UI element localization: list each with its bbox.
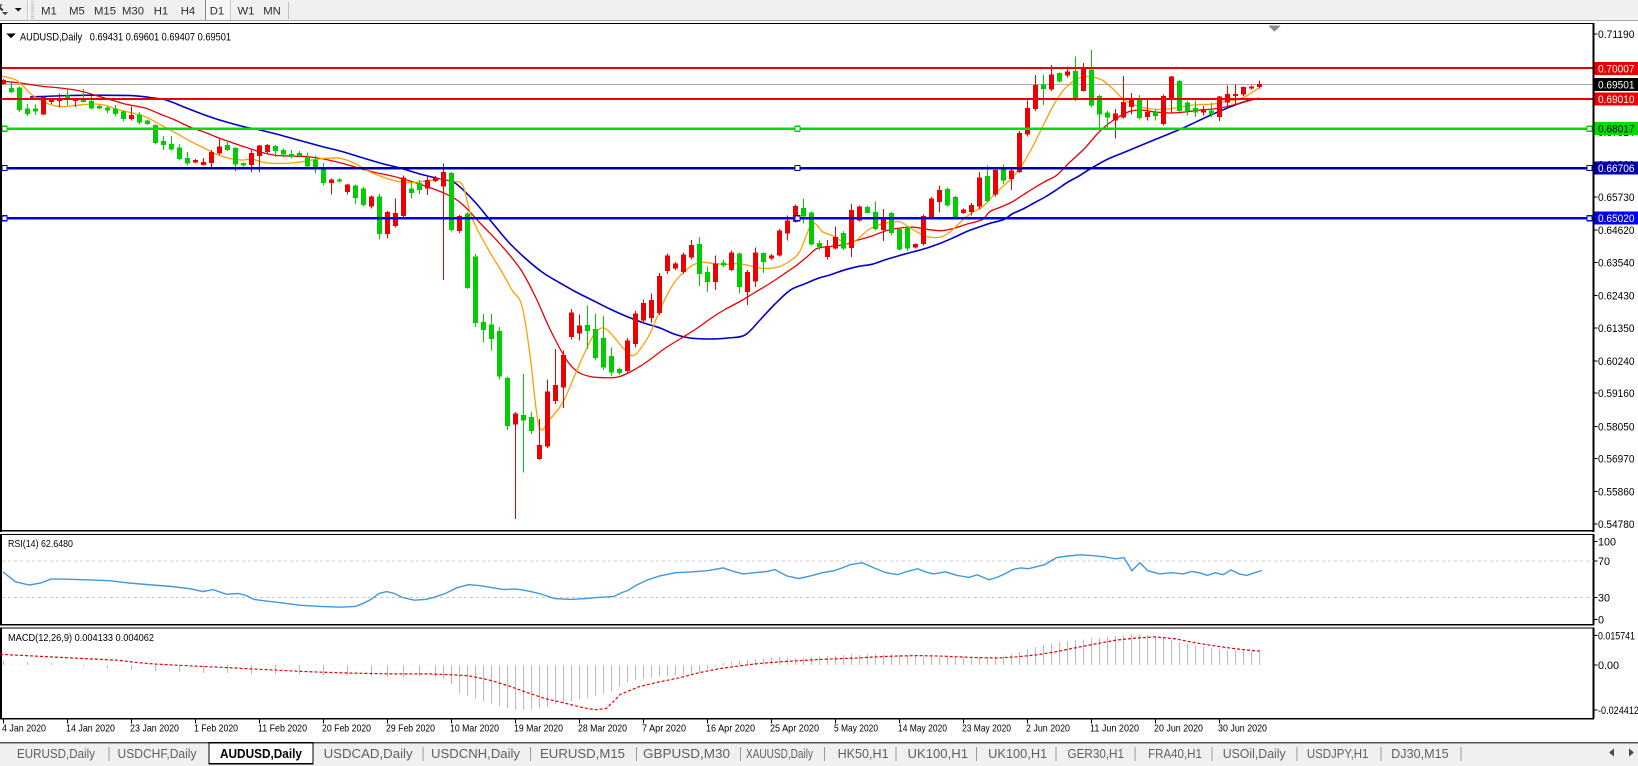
svg-text:0.66706: 0.66706 (1598, 163, 1635, 175)
svg-text:0.62430: 0.62430 (1598, 291, 1635, 303)
svg-text:0.71190: 0.71190 (1598, 29, 1635, 41)
svg-text:100: 100 (1598, 537, 1616, 549)
svg-text:D1: D1 (210, 6, 224, 18)
svg-text:USOil,Daily: USOil,Daily (1223, 747, 1287, 761)
svg-text:0.61350: 0.61350 (1598, 323, 1635, 335)
svg-text:HK50,H1: HK50,H1 (838, 747, 889, 761)
svg-text:M1: M1 (41, 6, 57, 18)
svg-text:7 Apr 2020: 7 Apr 2020 (642, 724, 686, 735)
svg-text:H4: H4 (181, 6, 195, 18)
svg-text:30: 30 (1598, 592, 1610, 604)
svg-text:70: 70 (1598, 556, 1610, 568)
svg-text:GBPUSD,M30: GBPUSD,M30 (643, 747, 730, 761)
svg-text:XAUUSD,Daily: XAUUSD,Daily (746, 747, 814, 761)
svg-text:0.60240: 0.60240 (1598, 356, 1635, 368)
svg-text:4 Jan 2020: 4 Jan 2020 (2, 724, 46, 735)
svg-text:USDCHF,Daily: USDCHF,Daily (118, 747, 198, 761)
svg-text:29 Feb 2020: 29 Feb 2020 (386, 724, 435, 735)
svg-text:14 Jan 2020: 14 Jan 2020 (66, 724, 115, 735)
svg-text:UK100,H1: UK100,H1 (988, 747, 1047, 761)
svg-text:EURUSD,Daily: EURUSD,Daily (17, 747, 96, 761)
svg-text:0.58050: 0.58050 (1598, 421, 1635, 433)
svg-text:UK100,H1: UK100,H1 (908, 747, 969, 761)
svg-text:0.69010: 0.69010 (1598, 94, 1635, 106)
svg-text:USDJPY,H1: USDJPY,H1 (1307, 747, 1369, 761)
svg-text:0.54780: 0.54780 (1598, 519, 1635, 531)
svg-text:W1: W1 (238, 6, 255, 18)
svg-text:11 Jun 2020: 11 Jun 2020 (1090, 724, 1139, 735)
svg-text:AUDUSD,Daily: AUDUSD,Daily (220, 747, 302, 761)
svg-text:0.55860: 0.55860 (1598, 487, 1635, 499)
svg-text:0.70007: 0.70007 (1598, 63, 1635, 75)
svg-text:EURUSD,M15: EURUSD,M15 (540, 747, 625, 761)
svg-text:FRA40,H1: FRA40,H1 (1148, 747, 1202, 761)
svg-text:11 Feb 2020: 11 Feb 2020 (258, 724, 307, 735)
svg-text:AUDUSD,Daily 0.69431 0.69601: AUDUSD,Daily 0.69431 0.69601 0.69407 0.6… (20, 32, 231, 44)
svg-text:0.59160: 0.59160 (1598, 388, 1635, 400)
svg-text:0.69501: 0.69501 (1598, 79, 1635, 91)
svg-text:0.64620: 0.64620 (1598, 225, 1635, 237)
svg-text:0.63540: 0.63540 (1598, 257, 1635, 269)
svg-text:USDCNH,Daily: USDCNH,Daily (431, 747, 521, 761)
svg-text:14 May 2020: 14 May 2020 (898, 724, 947, 735)
svg-text:20 Jun 2020: 20 Jun 2020 (1154, 724, 1203, 735)
svg-text:GER30,H1: GER30,H1 (1068, 747, 1125, 761)
svg-text:0.65020: 0.65020 (1598, 213, 1635, 225)
svg-text:30 Jun 2020: 30 Jun 2020 (1218, 724, 1267, 735)
svg-text:0.65730: 0.65730 (1598, 192, 1635, 204)
svg-text:20 Feb 2020: 20 Feb 2020 (322, 724, 371, 735)
svg-text:23 May 2020: 23 May 2020 (962, 724, 1011, 735)
svg-text:MACD(12,26,9) 0.004133 0.00406: MACD(12,26,9) 0.004133 0.004062 (8, 632, 154, 644)
svg-text:0.015741: 0.015741 (1598, 631, 1635, 643)
svg-text:M30: M30 (122, 6, 144, 18)
svg-text:-0.024412: -0.024412 (1598, 705, 1638, 717)
svg-text:0.68017: 0.68017 (1598, 124, 1635, 136)
svg-text:5 May 2020: 5 May 2020 (834, 724, 878, 735)
svg-text:2 Jun 2020: 2 Jun 2020 (1026, 724, 1070, 735)
svg-text:23 Jan 2020: 23 Jan 2020 (130, 724, 179, 735)
svg-text:DJ30,M15: DJ30,M15 (1391, 747, 1449, 761)
svg-text:0.56970: 0.56970 (1598, 454, 1635, 466)
svg-text:RSI(14) 62.6480: RSI(14) 62.6480 (8, 538, 73, 550)
svg-text:H1: H1 (154, 6, 168, 18)
svg-text:1 Feb 2020: 1 Feb 2020 (194, 724, 238, 735)
svg-text:0.00: 0.00 (1598, 660, 1619, 672)
svg-text:M15: M15 (94, 6, 116, 18)
svg-text:MN: MN (263, 6, 281, 18)
svg-text:28 Mar 2020: 28 Mar 2020 (578, 724, 627, 735)
svg-text:16 Apr 2020: 16 Apr 2020 (706, 724, 755, 735)
svg-text:19 Mar 2020: 19 Mar 2020 (514, 724, 563, 735)
svg-text:25 Apr 2020: 25 Apr 2020 (770, 724, 819, 735)
svg-text:M5: M5 (69, 6, 85, 18)
svg-text:USDCAD,Daily: USDCAD,Daily (324, 747, 414, 761)
svg-text:0: 0 (1598, 615, 1604, 627)
svg-text:10 Mar 2020: 10 Mar 2020 (450, 724, 499, 735)
